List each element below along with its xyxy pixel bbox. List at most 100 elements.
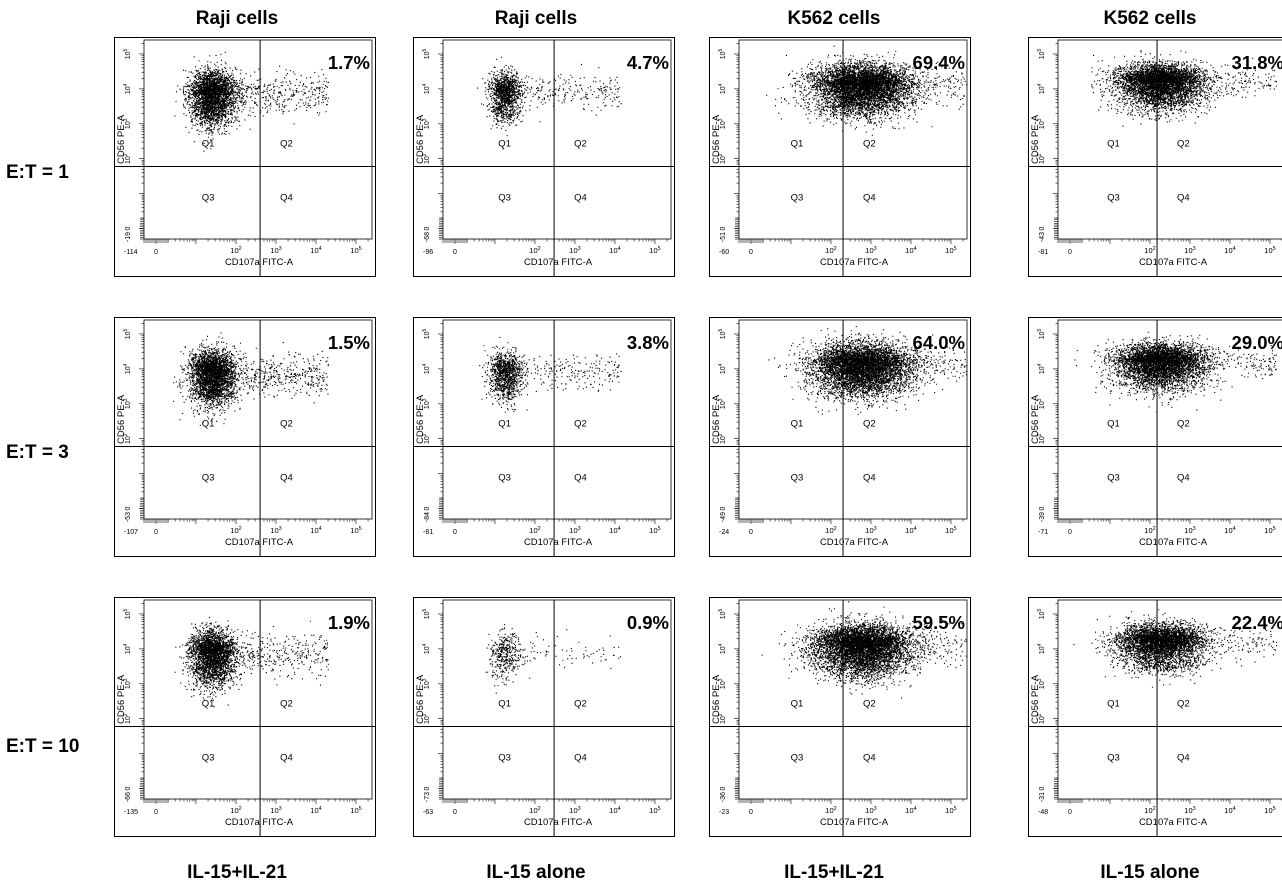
y-axis-min-label: -19	[125, 232, 132, 242]
x-tick-label-1e4: 104	[609, 526, 620, 535]
svg-text:102: 102	[422, 713, 431, 724]
y-tick-label-1e3: 103	[1037, 118, 1046, 129]
y-tick-label-1e2: 102	[718, 433, 727, 444]
quadrant-label-q1: Q1	[791, 698, 804, 709]
svg-text:102: 102	[422, 433, 431, 444]
quadrant-label-q2: Q2	[1177, 418, 1190, 429]
facs-scatter-svg: -48 0 102 103 104 105 CD107a FITC-A -31 0 102 103 1…	[1028, 597, 1282, 837]
quadrant-label-q1: Q1	[498, 698, 511, 709]
x-axis-min-label: -23	[719, 809, 729, 816]
facs-scatter-svg: -60 0 102 103 104 105 CD107a FITC-A -51 0 102 103 1…	[709, 37, 971, 277]
event-dot-path	[174, 51, 329, 152]
y-tick-label-0: 0	[125, 786, 132, 790]
facs-panel-r1-c4: -81 0 102 103 104 105 CD107a FITC-A -43 0 102 103 1…	[1028, 37, 1282, 277]
x-axis-min-label: -81	[1038, 249, 1048, 256]
y-axis-min-label: -49	[720, 512, 727, 522]
axis-ticks	[438, 603, 668, 804]
svg-text:105: 105	[123, 608, 132, 619]
facs-panel-r3-c4: -48 0 102 103 104 105 CD107a FITC-A -31 0 102 103 1…	[1028, 597, 1282, 837]
svg-text:102: 102	[1037, 153, 1046, 164]
event-dot-path	[761, 601, 967, 699]
svg-text:105: 105	[1037, 48, 1046, 59]
svg-text:102: 102	[718, 713, 727, 724]
panel-frame	[413, 597, 675, 837]
quadrant-label-q4: Q4	[280, 752, 293, 763]
column-header-raji-il15: Raji cells	[494, 8, 578, 29]
y-tick-label-1e2: 102	[123, 433, 132, 444]
event-dots	[174, 51, 329, 152]
quadrant-label-q1: Q1	[1107, 698, 1120, 709]
svg-text:103: 103	[422, 118, 431, 129]
axis-ticks	[734, 603, 964, 804]
quadrant-label-q2: Q2	[280, 698, 293, 709]
x-tick-label-1e3: 103	[1184, 526, 1195, 535]
y-tick-label-0: 0	[424, 786, 431, 790]
y-tick-label-1e4: 104	[123, 363, 132, 374]
y-tick-label-1e5: 105	[1037, 48, 1046, 59]
event-dots	[1091, 50, 1277, 127]
quadrant-label-q3: Q3	[202, 472, 215, 483]
y-tick-label-1e4: 104	[718, 643, 727, 654]
quadrant-label-q4: Q4	[863, 192, 876, 203]
y-tick-label-1e5: 105	[1037, 608, 1046, 619]
y-axis-min-label: -66	[125, 792, 132, 802]
y-tick-label-1e5: 105	[718, 608, 727, 619]
event-dots	[768, 326, 967, 415]
quadrant-label-q2: Q2	[574, 698, 587, 709]
y-tick-label-1e2: 102	[422, 433, 431, 444]
svg-text:103: 103	[123, 118, 132, 129]
svg-text:103: 103	[1037, 398, 1046, 409]
x-tick-label-1e3: 103	[865, 526, 876, 535]
y-axis-min-label: -73	[424, 792, 431, 802]
facs-scatter-svg: -24 0 102 103 104 105 CD107a FITC-A -49 0 102 103 1…	[709, 317, 971, 557]
cd107a-percent-label: 0.9%	[627, 612, 669, 633]
x-axis-min-label: -114	[124, 249, 138, 256]
quadrant-label-q1: Q1	[791, 418, 804, 429]
y-tick-label-1e3: 103	[422, 118, 431, 129]
event-dot-path	[477, 56, 622, 150]
panel-frame	[114, 317, 376, 557]
event-dot-path	[173, 332, 329, 426]
event-dots	[1074, 331, 1277, 413]
facs-panel-r2-c3: -24 0 102 103 104 105 CD107a FITC-A -49 0 102 103 1…	[709, 317, 971, 557]
svg-text:102: 102	[718, 433, 727, 444]
svg-text:104: 104	[1037, 363, 1046, 374]
y-tick-label-1e2: 102	[123, 153, 132, 164]
svg-text:103: 103	[123, 678, 132, 689]
y-tick-label-0: 0	[125, 226, 132, 230]
event-dots	[174, 617, 329, 708]
y-tick-label-1e3: 103	[718, 678, 727, 689]
row-label-et1: E:T = 1	[6, 162, 69, 183]
y-axis-label: CD56 PE-A	[116, 674, 127, 724]
svg-text:105: 105	[718, 48, 727, 59]
x-tick-label-1e3: 103	[1184, 806, 1195, 815]
axis-ticks	[734, 323, 964, 524]
y-tick-label-1e5: 105	[1037, 328, 1046, 339]
x-tick-label-1e2: 102	[529, 806, 540, 815]
x-tick-label-1e4: 104	[310, 526, 321, 535]
svg-text:104: 104	[123, 363, 132, 374]
cd107a-percent-label: 4.7%	[627, 52, 669, 73]
x-tick-label-0: 0	[749, 809, 753, 816]
cd107a-percent-label: 64.0%	[913, 332, 965, 353]
quadrant-label-q4: Q4	[280, 192, 293, 203]
facs-panel-r1-c3: -60 0 102 103 104 105 CD107a FITC-A -51 0 102 103 1…	[709, 37, 971, 277]
x-tick-label-1e2: 102	[1144, 526, 1155, 535]
column-header-raji-combo: Raji cells	[195, 8, 279, 29]
x-tick-label-1e5: 105	[1264, 806, 1275, 815]
y-tick-label-1e4: 104	[422, 83, 431, 94]
svg-text:105: 105	[718, 328, 727, 339]
x-tick-label-1e2: 102	[825, 526, 836, 535]
y-axis-label: CD56 PE-A	[1030, 394, 1041, 444]
event-dot-path	[768, 326, 967, 415]
x-axis-min-label: -107	[124, 529, 138, 536]
x-tick-label-1e4: 104	[1224, 806, 1235, 815]
x-axis-min-label: -60	[719, 249, 729, 256]
axis-ticks	[438, 323, 668, 524]
column-footer-il15-k562: IL-15 alone	[1100, 862, 1200, 883]
quadrant-label-q4: Q4	[574, 752, 587, 763]
x-tick-label-1e4: 104	[310, 806, 321, 815]
x-axis-min-label: -135	[124, 809, 138, 816]
axis-ticks	[438, 43, 668, 244]
y-tick-label-1e2: 102	[718, 153, 727, 164]
